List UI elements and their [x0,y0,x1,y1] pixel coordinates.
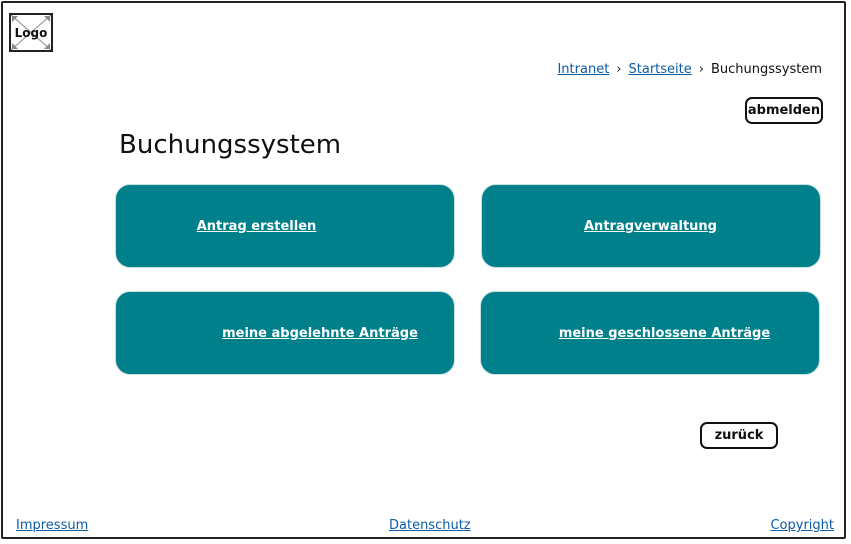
logo-label: Logo [14,26,48,40]
tile-label[interactable]: meine abgelehnte Anträge [222,325,418,341]
breadcrumb-current: Buchungssystem [710,62,822,77]
footer-link-impressum[interactable]: Impressum [16,518,89,533]
breadcrumb-link-intranet[interactable]: Intranet [557,62,610,77]
breadcrumb: Intranet › Startseite › Buchungssystem [557,62,822,77]
logout-button[interactable]: abmelden [745,97,823,124]
footer-link-copyright[interactable]: Copyright [770,518,834,533]
tile-antragverwaltung[interactable]: Antragverwaltung [481,184,821,268]
tile-antrag-erstellen[interactable]: Antrag erstellen [115,184,455,268]
tile-label[interactable]: Antragverwaltung [584,218,717,234]
breadcrumb-link-startseite[interactable]: Startseite [628,62,692,77]
page-title: Buchungssystem [119,130,342,160]
logo-placeholder-icon [11,15,51,50]
back-button[interactable]: zurück [700,422,778,449]
chevron-right-icon: › [616,62,622,77]
tile-geschlossene-antraege[interactable]: meine geschlossene Anträge [480,291,820,375]
tile-abgelehnte-antraege[interactable]: meine abgelehnte Anträge [115,291,455,375]
footer-link-datenschutz[interactable]: Datenschutz [389,518,471,533]
logo[interactable]: Logo [9,13,53,52]
tile-label[interactable]: Antrag erstellen [196,218,317,234]
tile-label[interactable]: meine geschlossene Anträge [558,325,771,341]
chevron-right-icon: › [698,62,704,77]
